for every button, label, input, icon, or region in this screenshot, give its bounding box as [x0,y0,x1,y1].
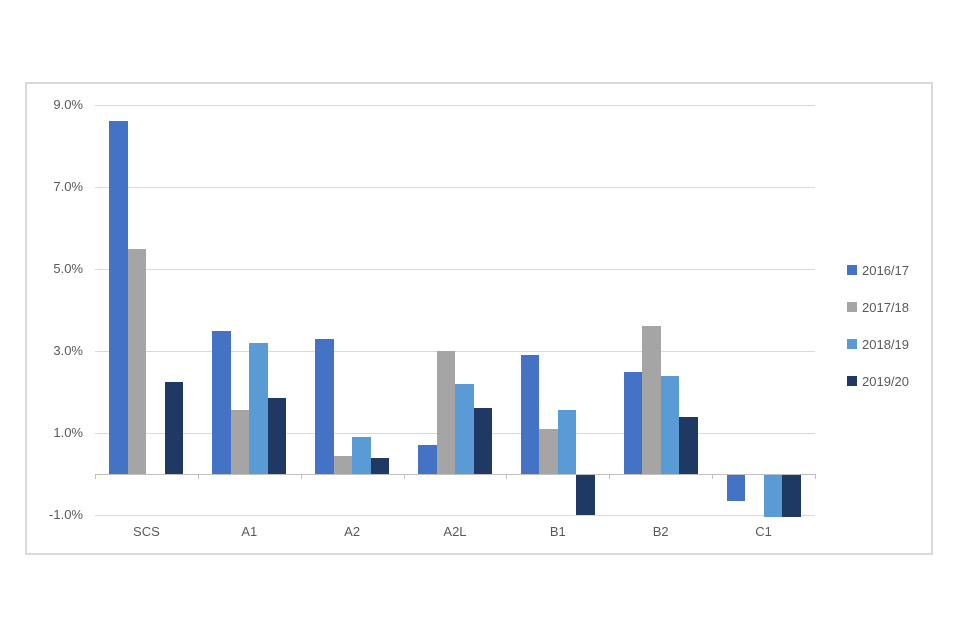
x-tick-label-A2: A2 [344,524,361,539]
legend: 2016/17 2017/18 2018/19 2019/20 [847,262,909,410]
legend-label: 2016/17 [862,262,909,278]
bar-2019-20-A2L [473,408,492,474]
bar-2016-17-C1 [726,474,746,501]
axis-tick [609,474,611,479]
legend-label: 2017/18 [862,299,909,315]
legend-swatch-icon [847,376,857,386]
bar-2017-18-A2 [333,455,353,474]
x-tick-label-A2L: A2L [443,524,467,539]
legend-swatch-icon [847,339,857,349]
axis-tick [815,474,816,479]
y-tick-label: -1.0% [49,507,83,522]
bar-2018-19-B1 [557,410,577,474]
bar-2016-17-B1 [520,355,540,474]
x-tick-label-B2: B2 [652,524,669,539]
axis-tick [506,474,508,479]
bar-2019-20-A2 [370,457,390,474]
category-axis-line [95,474,815,475]
legend-item-2017-18: 2017/18 [847,299,909,315]
plot-area [95,105,815,518]
x-tick-label-B1: B1 [549,524,566,539]
axis-tick [197,474,199,479]
y-tick-label: 5.0% [53,261,83,276]
bar-2017-18-B1 [539,428,558,474]
gridline [95,187,815,188]
legend-swatch-icon [847,265,857,275]
axis-tick [712,474,714,479]
legend-item-2016-17: 2016/17 [847,262,909,278]
axis-tick [403,474,405,479]
bar-2018-19-A1 [249,342,268,474]
gridline [95,105,815,106]
bar-2018-19-A2 [352,437,371,474]
x-tick-label-A1: A1 [241,524,258,539]
bar-2019-20-B2 [679,416,698,474]
bar-2019-20-B1 [576,474,595,515]
bar-2017-18-SCS [127,248,147,474]
axis-tick [95,474,96,479]
bar-2018-19-C1 [763,474,783,518]
bar-2016-17-A1 [212,330,231,474]
legend-swatch-icon [847,302,857,312]
bar-2017-18-B2 [642,326,661,474]
y-tick-label: 1.0% [53,425,83,440]
x-tick-label-C1: C1 [755,524,772,539]
y-tick-label: 9.0% [53,97,83,112]
bar-2016-17-A2L [418,445,437,474]
y-tick-label: 3.0% [53,343,83,358]
axis-tick [300,474,302,479]
legend-label: 2019/20 [862,373,909,389]
bar-2017-18-A2L [436,351,455,474]
x-tick-label-SCS: SCS [133,524,160,539]
bar-2016-17-SCS [109,121,128,474]
gridline [95,515,815,516]
bar-2018-19-B2 [660,375,680,474]
bar-2019-20-A1 [267,398,287,474]
legend-item-2018-19: 2018/19 [847,336,909,352]
gridline [95,269,815,270]
bar-2017-18-A1 [230,410,250,474]
legend-label: 2018/19 [862,336,909,352]
y-tick-label: 7.0% [53,179,83,194]
column-chart: 9.0% 7.0% 5.0% 3.0% 1.0% -1.0% SCS A1 A2 A2L B1 B2… [25,82,933,555]
legend-item-2019-20: 2019/20 [847,373,909,389]
bar-2018-19-A2L [455,383,474,474]
bar-2019-20-C1 [782,474,801,518]
bar-2016-17-B2 [623,371,643,474]
gridline [95,351,815,352]
bar-2019-20-SCS [164,381,184,474]
bar-2016-17-A2 [315,338,334,474]
